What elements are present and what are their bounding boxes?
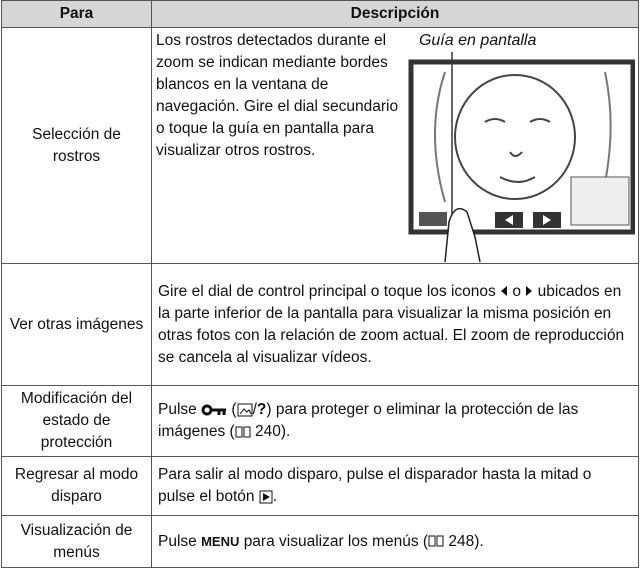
text: o [512, 282, 521, 300]
desc-cell: Pulse ( /?) para proteger o eliminar la p… [151, 385, 639, 457]
header-cell: Para [1, 0, 152, 28]
desc-cell: Para salir al modo disparo, pulse el dis… [151, 456, 639, 516]
left-icon [501, 286, 508, 297]
right-icon [526, 286, 533, 297]
text: / [252, 401, 257, 418]
book-icon [235, 426, 251, 438]
text: Para salir al modo disparo, pulse el dis… [158, 466, 592, 505]
header-cell: Descripción [151, 0, 639, 28]
desc-text: Los rostros detectados durante el zoom s… [156, 32, 399, 159]
menu-key: MENU [201, 533, 240, 549]
text: ( [231, 401, 237, 418]
text: para visualizar los menús ( [243, 532, 429, 550]
row-label: Ver otras imágenes [1, 263, 152, 386]
text: ). [474, 532, 484, 550]
desc-cell: Los rostros detectados durante el zoom s… [151, 27, 639, 264]
row-label: Visualización de menús [1, 515, 152, 568]
text: ubicados en la parte inferior de la pant… [158, 282, 625, 366]
text: . [272, 488, 278, 505]
caption: Guía en pantalla [418, 32, 537, 49]
help-icon: ? [256, 401, 267, 418]
text: Gire el dial de control principal o toqu… [158, 282, 496, 300]
row-label: Modificación del estado de protección [1, 385, 152, 457]
row-label: Selección de rostros [1, 27, 152, 264]
screen-image [408, 52, 635, 262]
key-icon [201, 404, 227, 416]
play-icon [259, 490, 273, 504]
book-icon [428, 535, 444, 547]
desc-cell: Pulse MENU para visualizar los menús ( 2… [151, 515, 639, 568]
text: ). [280, 423, 291, 440]
text: ) para proteger o eliminar la protección… [158, 401, 579, 440]
row-label: Regresar al modo disparo [1, 456, 152, 516]
text: Pulse [158, 532, 197, 550]
illustration: Guía en pantalla [405, 28, 635, 262]
text: Pulse [158, 401, 197, 418]
desc-cell: Gire el dial de control principal o toqu… [151, 263, 639, 386]
image-icon [237, 403, 253, 417]
page-ref: 248 [448, 532, 475, 550]
page-ref: 240 [255, 423, 281, 440]
